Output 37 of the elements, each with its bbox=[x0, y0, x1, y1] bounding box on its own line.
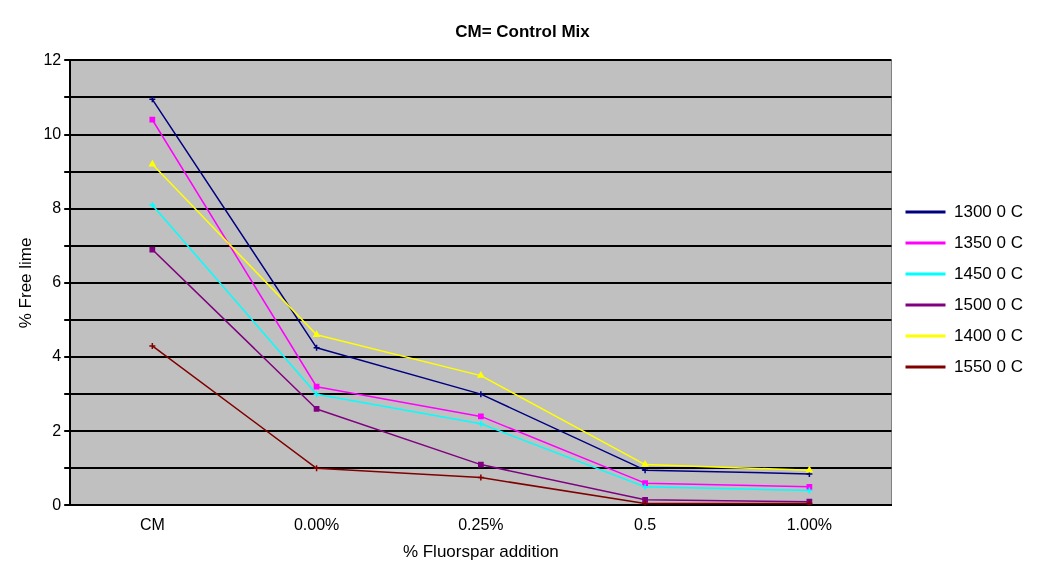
x-tick-label: 1.00% bbox=[786, 516, 833, 534]
point bbox=[477, 413, 484, 420]
point bbox=[806, 483, 813, 490]
y-tick-label: 10 bbox=[43, 124, 62, 142]
point bbox=[641, 460, 649, 467]
point bbox=[477, 390, 485, 398]
y-tick-label: 6 bbox=[52, 273, 62, 291]
y-tick-label: 12 bbox=[43, 50, 62, 68]
legend-label: 1450 0 C bbox=[954, 263, 1023, 283]
point bbox=[641, 466, 649, 474]
legend-label: 1400 0 C bbox=[954, 325, 1023, 345]
legend-label: 1550 0 C bbox=[954, 356, 1023, 376]
y-tick-label: 2 bbox=[52, 421, 62, 439]
y-axis-title: % Free lime bbox=[15, 237, 35, 329]
point bbox=[477, 461, 484, 468]
y-tick-label: 8 bbox=[52, 199, 62, 217]
point bbox=[149, 246, 156, 253]
point bbox=[313, 406, 320, 412]
point bbox=[477, 371, 485, 378]
point bbox=[149, 116, 156, 123]
legend-label: 1500 0 C bbox=[954, 294, 1023, 314]
point bbox=[641, 483, 649, 491]
point bbox=[806, 466, 813, 473]
point bbox=[313, 383, 320, 390]
x-axis-title: % Fluorspar addition bbox=[402, 542, 559, 562]
y-tick-label: 4 bbox=[52, 347, 62, 365]
x-tick-label: 0.25% bbox=[458, 516, 504, 534]
y-tick-label: 0 bbox=[52, 495, 62, 513]
x-tick-label: 0.5 bbox=[633, 516, 657, 534]
point bbox=[313, 331, 320, 338]
point bbox=[477, 420, 485, 428]
legend-label: 1300 0 C bbox=[954, 201, 1023, 221]
chart-title: CM= Control Mix bbox=[455, 21, 591, 41]
x-tick-label: 0.00% bbox=[293, 516, 340, 534]
x-tick-label: CM bbox=[139, 516, 165, 534]
point bbox=[148, 160, 156, 167]
legend-label: 1350 0 C bbox=[954, 232, 1023, 252]
